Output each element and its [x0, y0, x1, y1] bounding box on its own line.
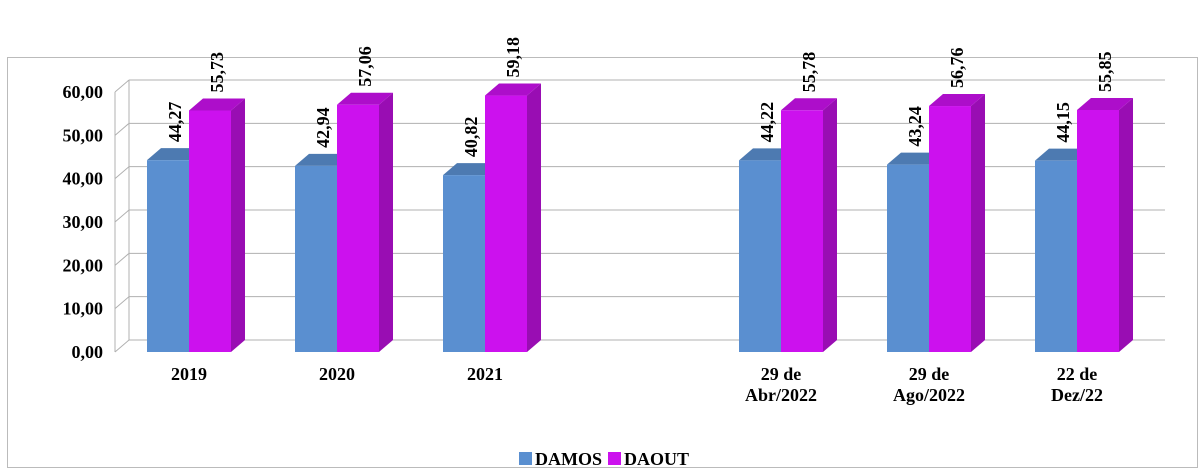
legend-label: DAMOS: [534, 449, 602, 469]
y-tick-label: 30,00: [63, 212, 104, 232]
bar-side: [527, 83, 541, 352]
bar: [189, 98, 245, 353]
legend-swatch: [518, 452, 532, 465]
y-tick-label: 0,00: [72, 342, 104, 362]
y-tick-label: 50,00: [63, 125, 104, 145]
bar: [337, 92, 393, 353]
value-label: 44,15: [1053, 102, 1073, 143]
legend: DAMOS DAOUT: [0, 449, 1202, 470]
bar-side: [1119, 97, 1133, 352]
bar-top: [485, 83, 541, 96]
grid-line-side: [114, 252, 130, 266]
grid-line-side: [114, 209, 130, 223]
bar-front: [1035, 160, 1077, 352]
y-tick-label: 10,00: [63, 299, 104, 319]
value-label: 55,78: [799, 52, 819, 93]
value-label: 55,73: [207, 52, 227, 93]
grid-line-side: [114, 79, 130, 93]
bar-side: [823, 98, 837, 352]
value-label: 59,18: [503, 37, 523, 78]
bar-front: [337, 104, 379, 353]
value-label: 44,22: [757, 102, 777, 143]
value-label: 56,76: [947, 48, 967, 89]
value-label: 44,27: [165, 102, 185, 143]
bar: [781, 98, 837, 352]
legend-swatch: [607, 452, 621, 465]
bar-front: [147, 160, 189, 352]
value-label: 55,85: [1095, 51, 1115, 92]
grid-line-side: [114, 339, 130, 353]
y-tick-label: 60,00: [63, 82, 104, 102]
value-label: 57,06: [355, 46, 375, 87]
grid-line-side: [114, 296, 130, 310]
bar-side: [971, 94, 985, 352]
x-tick-label: 22 de Dez/22: [1051, 364, 1103, 405]
x-tick-label: 2020: [319, 364, 355, 384]
value-label: 40,82: [461, 117, 481, 158]
bar-top: [781, 98, 837, 111]
bar: [1077, 97, 1133, 352]
bar-front: [781, 110, 823, 352]
grid-line-side: [114, 166, 130, 180]
bar: [485, 83, 541, 352]
value-label: 42,94: [313, 107, 333, 148]
bar-front: [739, 160, 781, 352]
x-tick-label: 2019: [171, 364, 207, 384]
y-tick-label: 40,00: [63, 169, 104, 189]
bar-front: [295, 165, 337, 352]
bar-side: [379, 92, 393, 353]
x-tick-label: 29 de Ago/2022: [893, 364, 965, 405]
bar-front: [443, 175, 485, 352]
bar-front: [1077, 109, 1119, 352]
bar: [929, 94, 985, 352]
bar-top: [1077, 97, 1133, 110]
bar-front: [189, 110, 231, 353]
x-tick-label: 29 de Abr/2022: [745, 364, 817, 405]
bar-front: [929, 106, 971, 352]
bar-top: [337, 92, 393, 105]
legend-label: DAOUT: [623, 449, 689, 469]
bar-front: [887, 164, 929, 352]
x-tick-label: 2021: [467, 364, 503, 384]
value-label: 43,24: [905, 106, 925, 147]
bar-front: [485, 95, 527, 352]
bar-side: [231, 98, 245, 353]
bar-top: [189, 98, 245, 111]
y-tick-label: 20,00: [63, 255, 104, 275]
chart-frame: [7, 57, 1198, 468]
grid-line-side: [114, 122, 130, 136]
bar-top: [929, 94, 985, 107]
